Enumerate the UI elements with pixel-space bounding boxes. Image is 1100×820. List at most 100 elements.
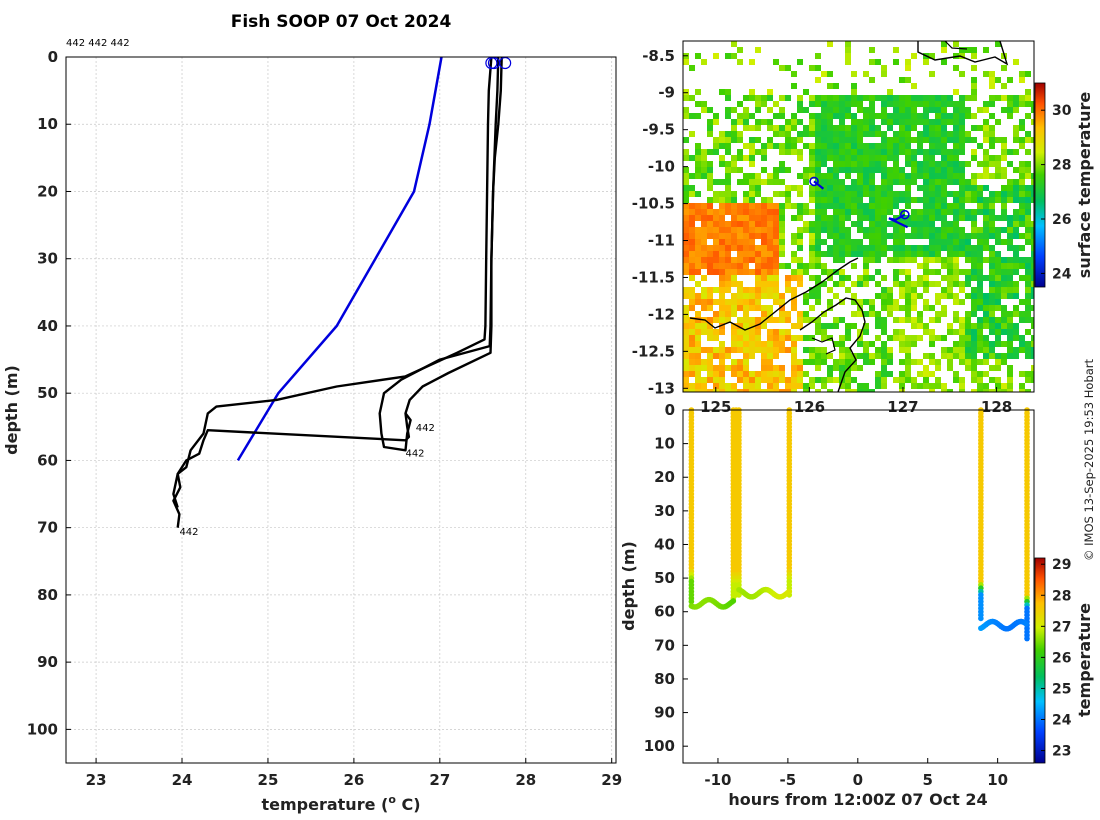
sst-cell [983,101,989,107]
sst-cell [767,209,773,215]
sst-cell [731,203,737,209]
sst-cell [773,317,779,323]
sst-cell [737,215,743,221]
sst-cell [953,311,959,317]
sst-cell [719,281,725,287]
sst-cell [1007,77,1013,83]
sst-cell [917,161,923,167]
sst-cell [1031,173,1034,179]
sst-cell [683,329,689,335]
sst-cell [809,251,815,257]
sst-cell [989,83,995,89]
sst-cell [737,281,743,287]
profile-xtick-label: 24 [172,771,193,789]
sst-cell [809,155,815,161]
sst-cell [767,383,773,389]
sst-cell [965,353,971,359]
sst-cell [893,257,899,263]
sst-cell [743,293,749,299]
sst-cell [755,335,761,341]
sst-cell [833,131,839,137]
sst-cell [833,113,839,119]
sst-cell [707,335,713,341]
sst-cell [695,383,701,389]
sst-cell [983,233,989,239]
sst-cell [935,209,941,215]
sst-cell [977,299,983,305]
sst-cell [827,233,833,239]
section-ylabel: depth (m) [619,541,638,631]
sst-cell [683,377,689,383]
sst-cell [893,95,899,101]
sst-cell [761,143,767,149]
sst-cell [821,209,827,215]
sst-cell [827,149,833,155]
sst-cell [875,353,881,359]
sst-cell [731,269,737,275]
sst-cell [863,155,869,161]
sst-cell [683,227,689,233]
sst-cell [719,155,725,161]
sst-cell [773,347,779,353]
sst-cell [875,197,881,203]
sst-cell [1025,203,1031,209]
sst-cell [815,173,821,179]
sst-cell [839,257,845,263]
sst-cell [845,251,851,257]
sst-cell [725,389,731,392]
map-ytick-label: -11.5 [632,268,675,286]
sst-cell [1031,323,1034,329]
sst-cell [971,65,977,71]
sst-cell [941,287,947,293]
sst-cell [767,233,773,239]
sst-cell [827,119,833,125]
sst-cell [815,143,821,149]
sst-cell [839,299,845,305]
sst-cell [767,275,773,281]
sst-cell [821,125,827,131]
sst-cell [797,101,803,107]
sst-cell [911,257,917,263]
sst-cell [809,245,815,251]
sst-cell [923,113,929,119]
sst-cell [761,203,767,209]
sst-cell [959,107,965,113]
sst-cell [857,191,863,197]
sst-cell [887,149,893,155]
sst-cell [869,251,875,257]
profile-ytick-label: 40 [37,317,58,335]
sst-cell [887,209,893,215]
sst-cell [809,125,815,131]
sst-cell [785,275,791,281]
sst-cell [989,323,995,329]
sst-cell [929,317,935,323]
sst-cell [755,149,761,155]
sst-cell [1031,317,1034,323]
sst-cell [893,299,899,305]
sst-cell [977,227,983,233]
sst-cell [773,101,779,107]
sst-cell [911,101,917,107]
sst-cell [905,347,911,353]
sst-cell [851,281,857,287]
sst-cell [701,167,707,173]
cast-label-2: 442 [405,448,424,459]
sst-cell [971,365,977,371]
sst-cell [833,365,839,371]
sst-cell [725,149,731,155]
sst-cell [695,389,701,392]
sst-cell [797,317,803,323]
sst-cell [1001,383,1007,389]
sst-cell [779,161,785,167]
sst-cell [893,233,899,239]
sst-cell [1007,287,1013,293]
sst-cell [749,245,755,251]
sst-cell [695,53,701,59]
sst-cell [833,185,839,191]
sst-cell [995,191,1001,197]
profile-xlabel-sup: o [388,793,396,806]
sst-cell [785,149,791,155]
sst-cell [905,341,911,347]
sst-cell [935,101,941,107]
sst-cell [695,377,701,383]
